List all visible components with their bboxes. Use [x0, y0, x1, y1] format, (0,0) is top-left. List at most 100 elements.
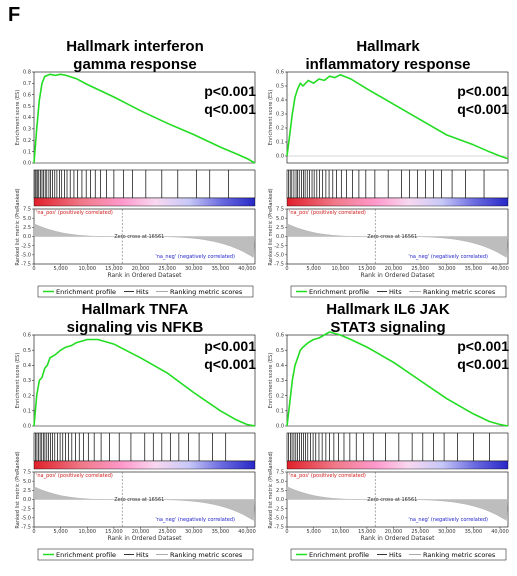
es-y-tick-label: 0.3: [276, 112, 284, 118]
ranking-metric-area: [286, 223, 509, 258]
metric-y-tick-label: 7.5: [23, 470, 31, 476]
stats-box: p<0.001 q<0.001: [204, 82, 256, 118]
x-tick-label: 40,000: [491, 529, 509, 535]
x-tick-label: 35,000: [465, 266, 483, 272]
es-y-axis-label: Enrichment score (ES): [15, 353, 21, 409]
x-tick-label: 35,000: [212, 266, 230, 272]
es-plot-frame: [33, 71, 256, 164]
es-y-tick-label: 0.8: [23, 70, 31, 76]
x-tick-label: 10,000: [79, 529, 97, 535]
q-value: q<0.001: [204, 101, 256, 117]
q-value: q<0.001: [457, 101, 509, 117]
panel-title-line-2: signaling vis NFKB: [66, 319, 204, 336]
q-value: q<0.001: [204, 356, 256, 372]
ranked-list-color-bar: [33, 460, 256, 470]
metric-y-axis-label: Ranked list metric (PreRanked): [268, 188, 274, 265]
zero-cross-label: Zero cross at 16561: [367, 234, 417, 240]
es-plot-frame: [286, 334, 509, 427]
es-y-tick-label: 0.1: [23, 149, 31, 155]
pos-correlated-label: 'na_pos' (positively correlated): [36, 473, 113, 479]
legend-label-profile: Enrichment profile: [309, 551, 369, 559]
legend-label-hits: Hits: [389, 288, 402, 296]
p-value: p<0.001: [204, 83, 256, 99]
es-y-axis-label: Enrichment score (ES): [268, 353, 274, 409]
metric-y-tick-label: -7.5: [21, 525, 31, 531]
es-y-tick-label: 0.0: [23, 161, 31, 167]
x-tick-label: 10,000: [79, 266, 97, 272]
gsea-panel-il6-jak-stat3: 0.0 0.1 0.2 0.3 0.4 0.5 0.6 Enrichment score (E…: [263, 301, 513, 576]
metric-y-tick-label: 5.0: [276, 479, 284, 485]
metric-y-tick-label: 0.0: [276, 497, 284, 503]
panel-title: Hallmark inflammatory response: [263, 38, 513, 74]
es-y-tick-label: 0.6: [23, 92, 31, 98]
es-y-tick-label: 0.3: [23, 378, 31, 384]
es-y-tick-label: 0.0: [276, 154, 284, 160]
x-tick-label: 35,000: [212, 529, 230, 535]
metric-y-tick-label: 2.5: [23, 225, 31, 231]
figure-label: F: [8, 4, 21, 26]
legend-label-hits: Hits: [136, 288, 149, 296]
x-tick-label: 40,000: [238, 529, 256, 535]
legend-label-profile: Enrichment profile: [56, 288, 116, 296]
legend-box: [37, 285, 254, 298]
es-y-tick-label: 0.4: [23, 115, 31, 121]
x-tick-label: 30,000: [438, 266, 456, 272]
gsea-svg: 0.0 0.1 0.2 0.3 0.4 0.5 0.6 Enrichment score (E…: [15, 333, 256, 561]
gsea-svg: 0.0 0.1 0.2 0.3 0.4 0.5 0.6 Enrichment score (E…: [268, 331, 509, 561]
pos-correlated-label: 'na_pos' (positively correlated): [36, 210, 113, 216]
es-y-tick-label: 0.6: [23, 333, 31, 339]
x-axis-label: Rank in Ordered Dataset: [107, 535, 182, 542]
metric-y-tick-label: 2.5: [276, 488, 284, 494]
ranking-metric-area: [286, 486, 509, 521]
es-y-tick-label: 0.5: [23, 348, 31, 354]
panel-title-line-2: STAT3 signaling: [330, 319, 446, 336]
metric-y-tick-label: -5.0: [274, 252, 284, 258]
stats-box: p<0.001 q<0.001: [204, 337, 256, 373]
metric-y-tick-label: -5.0: [274, 515, 284, 521]
x-tick-label: 40,000: [238, 266, 256, 272]
p-value: p<0.001: [204, 338, 256, 354]
x-tick-label: 15,000: [358, 266, 376, 272]
x-tick-label: 5,000: [53, 266, 67, 272]
ranking-metric-area: [33, 223, 256, 258]
es-y-tick-label: 0.0: [23, 424, 31, 430]
es-y-tick-label: 0.3: [23, 127, 31, 133]
neg-correlated-label: 'na_neg' (negatively correlated): [408, 254, 488, 260]
pos-correlated-label: 'na_pos' (positively correlated): [289, 210, 366, 216]
hits-frame: [33, 169, 256, 199]
es-y-tick-label: 0.5: [276, 348, 284, 354]
x-tick-label: 10,000: [332, 266, 350, 272]
x-axis-label: Rank in Ordered Dataset: [360, 535, 435, 542]
x-axis-label: Rank in Ordered Dataset: [107, 272, 182, 279]
legend-label-metric: Ranking metric scores: [423, 288, 496, 296]
es-y-tick-label: 0.6: [276, 333, 284, 339]
neg-correlated-label: 'na_neg' (negatively correlated): [408, 517, 488, 523]
x-tick-label: 25,000: [411, 529, 429, 535]
enrichment-profile-line: [286, 331, 509, 427]
gsea-svg: 0.0 0.1 0.2 0.3 0.4 0.5 0.6 Enrichment score (E…: [268, 70, 509, 298]
neg-correlated-label: 'na_neg' (negatively correlated): [155, 254, 235, 260]
gsea-panel-tnfa-signaling: 0.0 0.1 0.2 0.3 0.4 0.5 0.6 Enrichment score (E…: [10, 301, 260, 576]
es-y-tick-label: 0.2: [276, 126, 284, 132]
ranking-metric-area: [33, 486, 256, 521]
enrichment-profile-line: [33, 338, 256, 427]
es-y-tick-label: 0.6: [276, 70, 284, 76]
x-tick-label: 25,000: [411, 266, 429, 272]
es-y-axis-label: Enrichment score (ES): [268, 90, 274, 146]
x-tick-label: 30,000: [185, 266, 203, 272]
es-y-tick-label: 0.2: [276, 393, 284, 399]
es-y-tick-label: 0.7: [23, 81, 31, 87]
x-tick-label: 20,000: [385, 266, 403, 272]
metric-y-tick-label: 0.0: [23, 234, 31, 240]
legend-label-metric: Ranking metric scores: [170, 551, 243, 559]
x-tick-label: 25,000: [158, 266, 176, 272]
x-tick-label: 0: [32, 266, 35, 272]
es-plot-frame: [286, 71, 509, 164]
metric-y-tick-label: -7.5: [274, 525, 284, 531]
metric-y-tick-label: -7.5: [274, 262, 284, 268]
neg-correlated-label: 'na_neg' (negatively correlated): [155, 517, 235, 523]
metric-y-tick-label: 0.0: [23, 497, 31, 503]
es-y-tick-label: 0.5: [23, 104, 31, 110]
es-y-tick-label: 0.4: [276, 363, 284, 369]
x-tick-label: 20,000: [132, 266, 150, 272]
